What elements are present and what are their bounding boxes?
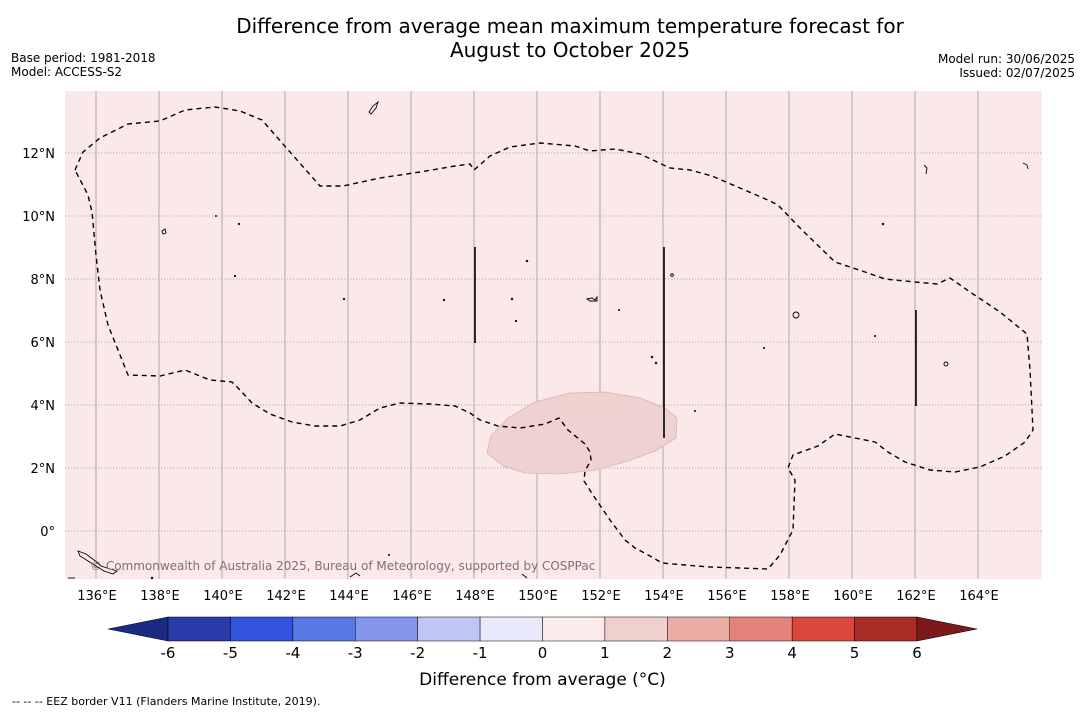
gridlines — [65, 91, 1042, 579]
meta-right: Model run: 30/06/2025 Issued: 02/07/2025 — [938, 52, 1075, 80]
colorbar-tick-label: 5 — [850, 644, 860, 662]
lat-tick-10n: 10°N — [22, 210, 55, 225]
lon-tick-138e: 138°E — [140, 589, 180, 604]
issued-date: Issued: 02/07/2025 — [959, 66, 1075, 80]
anomaly-patch — [486, 391, 678, 475]
base-period: Base period: 1981-2018 — [11, 51, 156, 65]
meta-left: Base period: 1981-2018 Model: ACCESS-S2 — [11, 51, 156, 79]
colorbar-bin — [729, 616, 793, 642]
colorbar-tick-label: 4 — [787, 644, 797, 662]
eez-border — [74, 106, 1034, 570]
lon-tick-148e: 148°E — [455, 589, 495, 604]
colorbar-tick-label: -3 — [348, 644, 363, 662]
lon-tick-150e: 150°E — [518, 589, 558, 604]
colorbar-tick-label: 1 — [600, 644, 610, 662]
lon-tick-136e: 136°E — [77, 589, 117, 604]
lon-tick-144e: 144°E — [329, 589, 369, 604]
lon-tick-158e: 158°E — [770, 589, 810, 604]
lon-tick-152e: 152°E — [581, 589, 621, 604]
colorbar-bin — [355, 616, 418, 642]
colorbar-tick-label: 6 — [912, 644, 922, 662]
lat-tick-0: 0° — [40, 525, 55, 540]
title-line-2: August to October 2025 — [449, 38, 691, 62]
colorbar-tick-label: -2 — [410, 644, 425, 662]
colorbar: -6 -5 -4 -3 -2 -1 0 1 2 3 4 5 6 — [107, 616, 978, 662]
colorbar-bin — [230, 616, 294, 642]
colorbar-bin — [167, 616, 231, 642]
islands — [68, 100, 1029, 580]
title-line-1: Difference from average mean maximum tem… — [236, 14, 904, 38]
lat-tick-labels: 12°N 10°N 8°N 6°N 4°N 2°N 0° — [22, 147, 55, 540]
colorbar-bins — [167, 616, 918, 642]
colorbar-bin — [854, 616, 918, 642]
lon-tick-146e: 146°E — [392, 589, 432, 604]
colorbar-tick-label: -4 — [285, 644, 300, 662]
colorbar-tick-label: 3 — [725, 644, 735, 662]
colorbar-tick-label: -6 — [161, 644, 176, 662]
colorbar-tick-labels: -6 -5 -4 -3 -2 -1 0 1 2 3 4 5 6 — [161, 644, 922, 662]
colorbar-label: Difference from average (°C) — [419, 670, 666, 690]
lon-tick-142e: 142°E — [266, 589, 306, 604]
lat-tick-12n: 12°N — [22, 147, 55, 162]
colorbar-tick-label: 0 — [538, 644, 548, 662]
lon-tick-156e: 156°E — [707, 589, 747, 604]
map-title: Difference from average mean maximum tem… — [0, 14, 1085, 62]
lon-gridlines — [95, 91, 979, 579]
colorbar-bin — [791, 616, 855, 642]
colorbar-bin — [417, 616, 481, 642]
map-background — [65, 91, 1042, 579]
colorbar-bin — [667, 616, 730, 642]
colorbar-under-arrow — [107, 616, 169, 642]
eez-footnote: -- -- -- EEZ border V11 (Flanders Marine… — [12, 695, 321, 708]
lat-tick-4n: 4°N — [31, 399, 56, 414]
lon-tick-164e: 164°E — [959, 589, 999, 604]
lon-tick-140e: 140°E — [203, 589, 243, 604]
colorbar-bin — [542, 616, 606, 642]
colorbar-tick-label: -1 — [473, 644, 488, 662]
lat-tick-2n: 2°N — [31, 462, 56, 477]
model-name: Model: ACCESS-S2 — [11, 65, 123, 79]
colorbar-bin — [479, 616, 543, 642]
boundary-segments — [474, 247, 917, 438]
colorbar-tick-label: -5 — [223, 644, 238, 662]
lon-tick-160e: 160°E — [833, 589, 873, 604]
colorbar-tick-label: 2 — [663, 644, 673, 662]
model-run: Model run: 30/06/2025 — [937, 52, 1075, 66]
lon-tick-162e: 162°E — [896, 589, 936, 604]
lat-tick-6n: 6°N — [31, 336, 56, 351]
colorbar-bin — [604, 616, 668, 642]
lon-tick-154e: 154°E — [644, 589, 684, 604]
copyright-text: © Commonwealth of Australia 2025, Bureau… — [90, 559, 595, 573]
colorbar-over-arrow — [916, 616, 978, 642]
lon-tick-labels: 136°E 138°E 140°E 142°E 144°E 146°E 148°… — [77, 589, 999, 604]
lat-gridlines — [65, 152, 1042, 532]
lat-tick-8n: 8°N — [31, 273, 56, 288]
colorbar-bin — [292, 616, 356, 642]
